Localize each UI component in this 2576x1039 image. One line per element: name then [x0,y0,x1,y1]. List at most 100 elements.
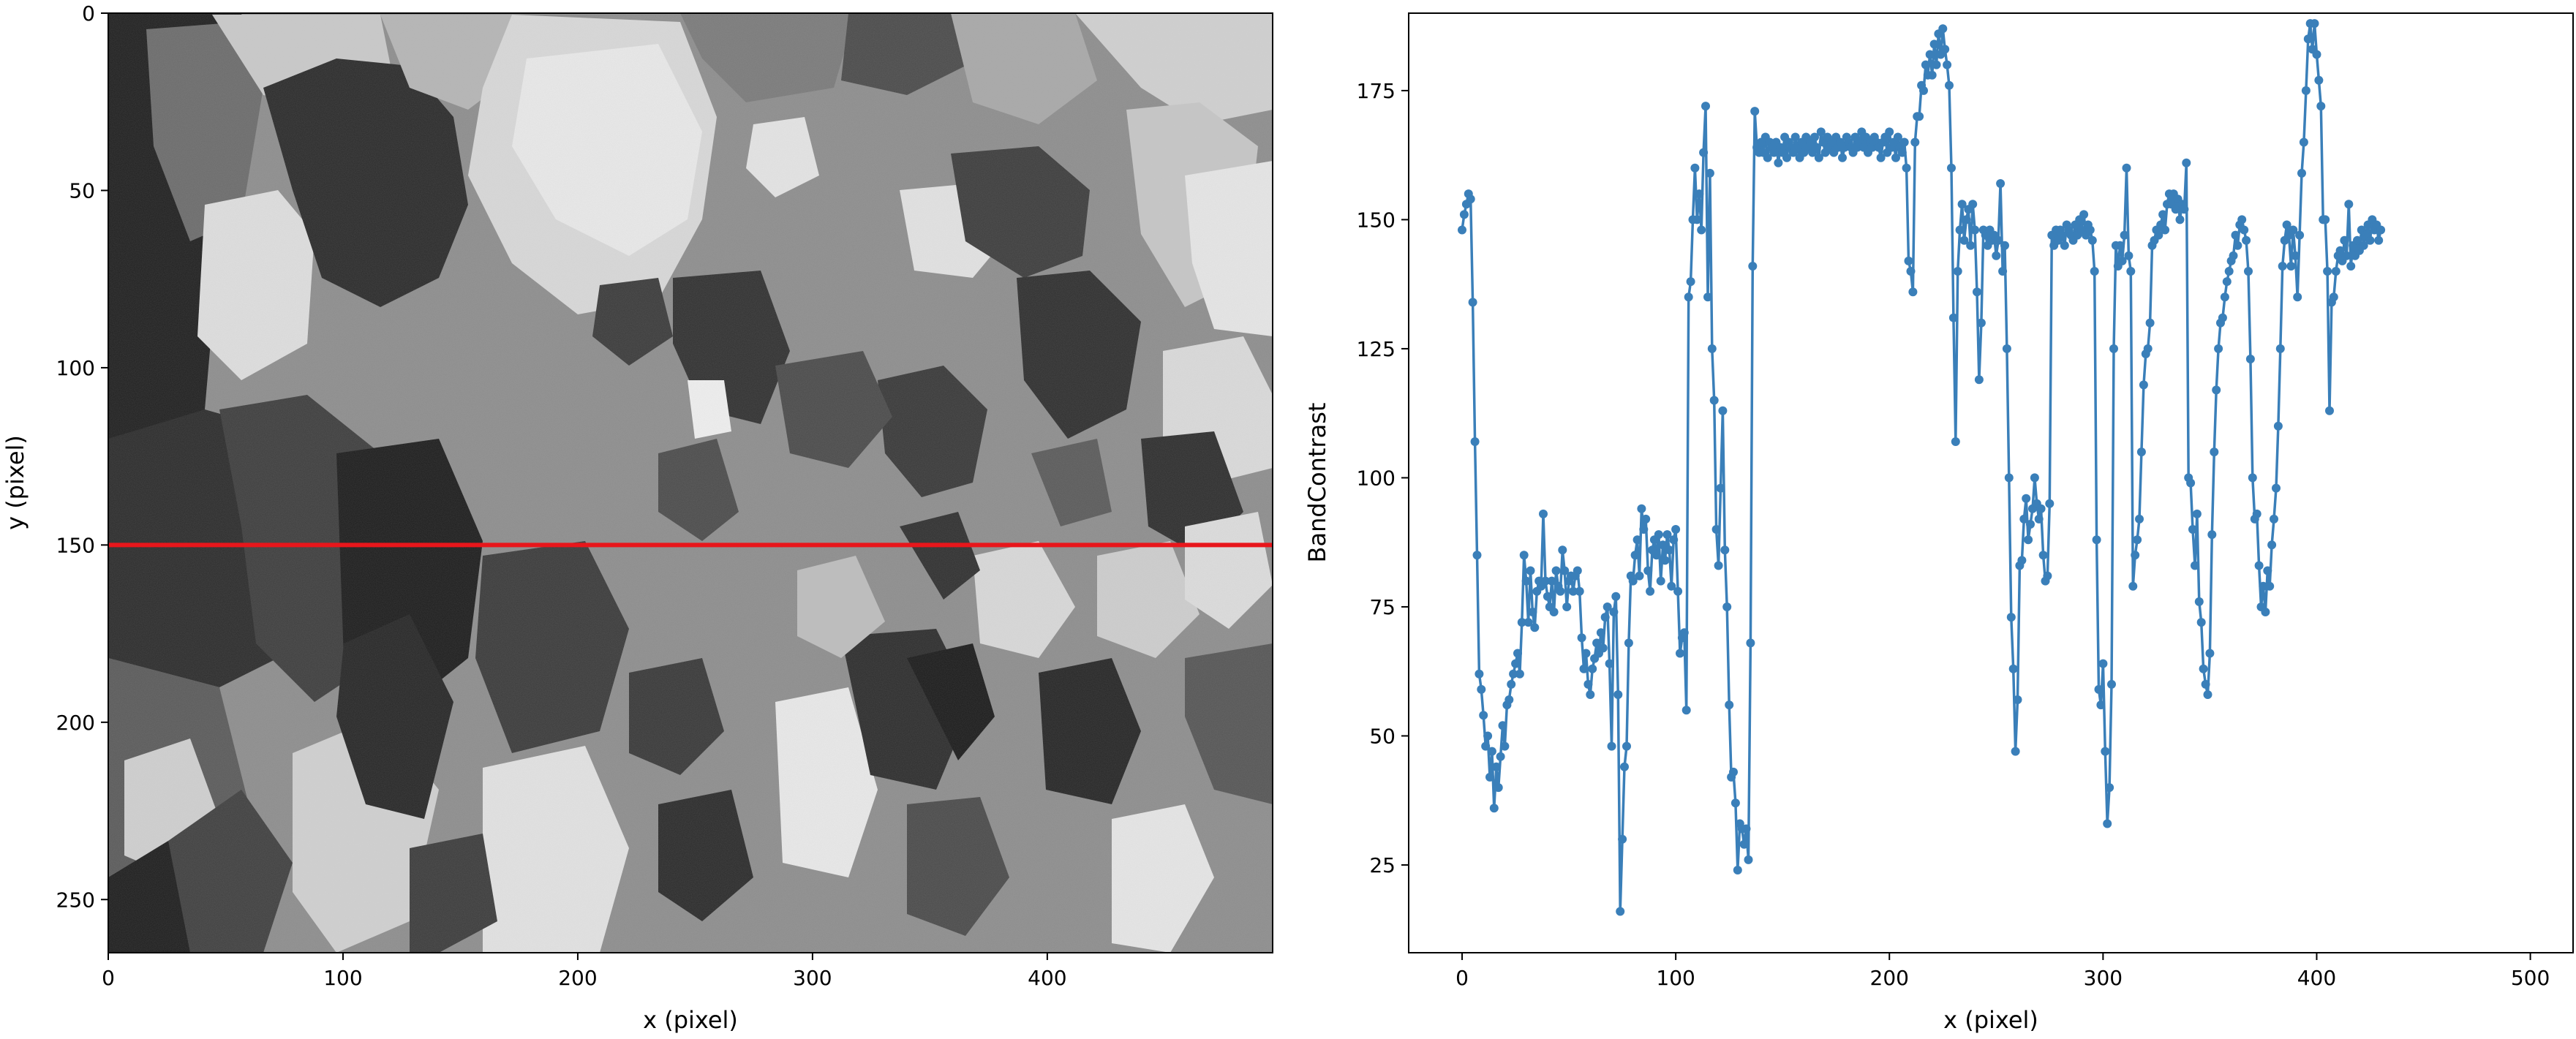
profile-data-point [1709,396,1719,405]
profile-data-point [2233,241,2242,250]
profile-data-point [1748,262,1758,271]
profile-data-point [1624,638,1633,648]
profile-data-point [2171,205,2180,214]
profile-data-point [1658,540,1668,550]
profile-data-point [1613,690,1623,699]
profile-data-point [1654,530,1663,540]
profile-data-point [2329,292,2338,302]
profile-data-point [1605,659,1614,668]
profile-data-point [1630,551,1640,560]
profile-data-point [1739,839,1749,849]
profile-data-point [2203,690,2212,699]
profile-data-point [2115,241,2125,250]
profile-data-point [2060,241,2069,250]
profile-data-point [2224,267,2234,276]
profile-data-point [1974,375,1984,385]
profile-data-point [2273,421,2283,431]
profile-data-point [1899,137,1909,147]
profile-data-point [1686,277,1695,287]
profile-data-point [1526,566,1535,575]
profile-data-point [1976,318,1986,328]
profile-data-point [1908,287,1918,297]
profile-data-point [1940,45,1950,54]
plot-y-tick-label: 100 [1357,466,1396,490]
profile-data-point [2180,205,2189,214]
profile-data-point [2098,659,2108,668]
profile-data-point [2120,230,2129,240]
map-x-tick-label: 0 [102,966,115,990]
profile-data-point [1782,153,1791,162]
profile-data-point [1790,132,1800,142]
profile-data-point [1927,70,1937,80]
profile-data-point [1639,525,1649,534]
map-y-tick-label: 200 [56,711,95,735]
profile-data-point [2094,684,2104,694]
profile-data-point [2291,251,2300,260]
profile-data-point [2017,556,2027,565]
profile-data-point [1744,855,1753,864]
profile-data-point [1543,592,1552,601]
profile-data-point [1632,535,1642,545]
plot-x-tick-label: 300 [2084,966,2123,990]
profile-data-point [1938,24,1948,34]
plot-y-tick-label: 175 [1357,79,1396,103]
profile-data-point [2182,158,2191,167]
profile-data-point [2145,318,2155,328]
profile-data-point [1483,731,1493,741]
profile-data-point [2011,747,2020,756]
profile-data-point [2310,19,2319,29]
profile-data-point [1611,592,1621,601]
profile-data-point [1459,210,1469,219]
profile-data-point [1541,576,1550,586]
map-y-tick-label: 100 [56,356,95,380]
profile-data-point [2265,581,2275,591]
plot-x-tick-label: 100 [1656,966,1695,990]
profile-data-point [2008,664,2018,673]
profile-data-point [2299,137,2308,147]
profile-data-point [2244,267,2253,276]
profile-series-line [1461,22,2382,913]
profile-data-point [1513,649,1522,658]
map-frame [108,12,1273,953]
plot-y-tick-label: 25 [1369,853,1396,877]
profile-data-point [2090,267,2099,276]
profile-data-point [1530,623,1540,632]
plot-x-ticks: 0 100 200 300 400 500 [1455,953,2550,990]
profile-data-point [1487,747,1496,756]
profile-data-point [2303,34,2313,44]
band-contrast-profile-panel: 0 100 200 300 400 500 25 50 75 100 125 150 175 x (p… [1303,12,2574,1034]
profile-data-point [1588,664,1597,673]
plot-frame [1408,12,2574,953]
map-y-axis-label: y (pixel) [1,435,29,530]
profile-data-point [1722,602,1732,611]
profile-data-point [2218,313,2227,322]
profile-data-point [1539,509,1548,518]
map-x-tick-label: 300 [793,966,832,990]
profile-data-point [2340,235,2349,245]
profile-data-point [2196,618,2206,627]
profile-data-point [1957,200,1967,209]
profile-data-point [1581,649,1591,658]
profile-data-point [2242,235,2251,245]
profile-data-point [2263,566,2272,575]
profile-data-point [2314,75,2324,85]
profile-data-point [1970,225,1980,235]
profile-data-point [1943,60,1952,69]
profile-data-point [1660,556,1670,565]
profile-data-point [1596,628,1605,638]
profile-data-point [2079,210,2089,219]
profile-data-point [2293,292,2302,302]
profile-data-point [2013,695,2022,704]
profile-data-point [1947,163,1956,173]
plot-x-tick-label: 0 [1455,966,1469,990]
profile-data-point [1558,545,1567,555]
profile-data-point [1528,608,1537,616]
profile-data-point [1891,153,1900,162]
profile-data-point [1701,102,1710,111]
map-y-tick-label: 150 [56,533,95,557]
profile-series-points [1458,19,2386,916]
profile-data-point [2154,230,2163,240]
plot-y-tick-label: 50 [1369,724,1396,748]
profile-data-point [1583,679,1593,689]
profile-data-point [2214,344,2223,353]
